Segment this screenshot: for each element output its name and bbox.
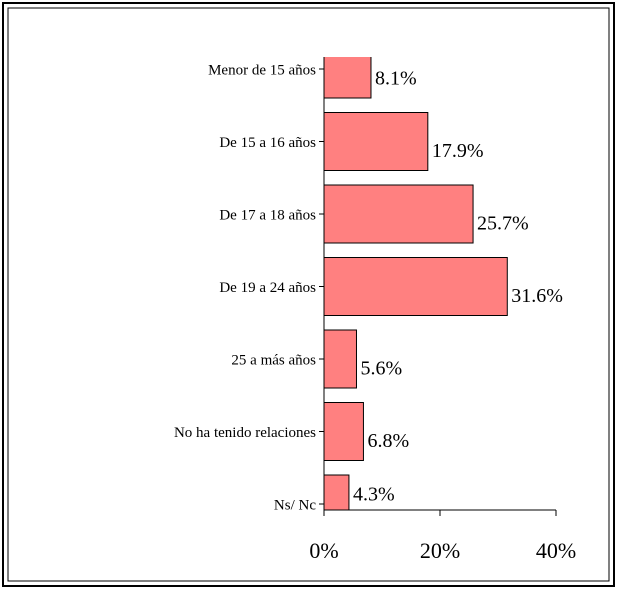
bar [324,257,508,316]
value-label: 5.6% [360,358,402,380]
value-label: 17.9% [432,140,484,162]
plot-area [324,57,508,510]
bar [324,57,372,99]
x-tick-label: 40% [536,538,576,563]
category-label: De 17 a 18 años [219,207,316,223]
inner-frame [7,7,610,582]
value-label: 25.7% [477,213,529,235]
category-label: De 19 a 24 años [219,280,316,296]
bar [324,184,474,244]
value-label: 4.3% [353,484,395,506]
category-label: 25 a más años [231,352,316,368]
value-label: 6.8% [367,430,409,452]
category-label: No ha tenido relaciones [174,425,316,441]
category-label: Ns/ Nc [274,497,316,513]
x-tick-label: 0% [309,538,338,563]
bar [324,402,364,461]
x-tick-label: 20% [420,538,460,563]
outer-frame [2,2,615,587]
category-label: Menor de 15 años [208,62,316,78]
value-label: 31.6% [511,285,563,307]
bar [324,329,357,389]
value-label: 8.1% [375,68,417,90]
bar [324,474,350,510]
bar [324,112,429,171]
category-label: De 15 a 16 años [219,135,316,151]
